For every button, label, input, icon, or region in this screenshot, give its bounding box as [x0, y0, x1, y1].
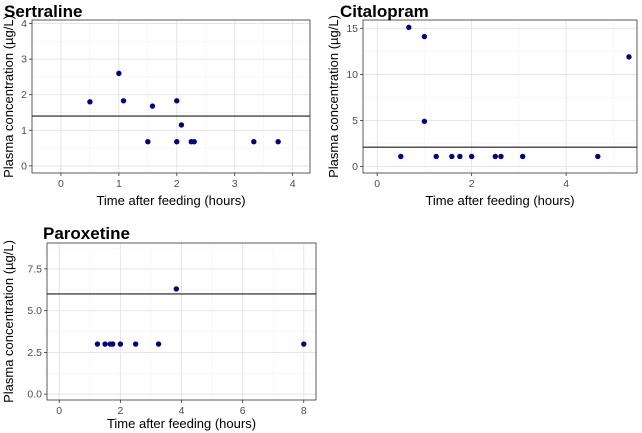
- y-tick-label: 0: [352, 161, 358, 173]
- y-tick-label: 3: [21, 54, 27, 66]
- data-point: [301, 341, 307, 347]
- y-tick-label: 2: [21, 89, 27, 101]
- x-tick-label: 4: [179, 405, 185, 417]
- data-point: [117, 341, 124, 347]
- data-point: [102, 341, 108, 347]
- y-tick-label: 1: [21, 125, 27, 137]
- x-axis-label: Time after feeding (hours): [107, 416, 256, 431]
- data-point: [149, 103, 156, 109]
- y-axis-label: Plasma concentration (µg/L): [1, 240, 16, 403]
- data-point: [173, 286, 180, 292]
- data-point: [421, 118, 428, 125]
- x-tick-label: 4: [563, 178, 569, 190]
- data-point: [132, 341, 139, 347]
- panel-title: Citalopram: [340, 2, 429, 21]
- x-tick-label: 0: [374, 178, 380, 190]
- x-tick-label: 2: [117, 405, 123, 417]
- y-axis-label: Plasma concentration (µg/L): [1, 15, 16, 178]
- x-tick-label: 1: [116, 178, 122, 190]
- data-point: [398, 153, 404, 160]
- y-axis-label: Plasma concentration (µg/L): [326, 15, 341, 178]
- x-axis-label: Time after feeding (hours): [425, 193, 574, 208]
- data-point: [492, 153, 498, 160]
- y-tick-label: 15: [346, 23, 358, 35]
- panel-title: Sertraline: [4, 2, 82, 21]
- data-point: [457, 153, 463, 160]
- paroxetine-panel: 0 2 4 6 8 0.0 2.5 5.0 7.5 Paroxetine Time after fe…: [1, 224, 317, 431]
- x-tick-label: 3: [232, 178, 238, 190]
- data-point: [155, 341, 162, 347]
- y-tick-label: 10: [346, 69, 358, 81]
- data-point: [174, 98, 180, 104]
- x-tick-label: 0: [58, 178, 64, 190]
- data-point: [110, 341, 116, 347]
- data-point: [421, 33, 428, 40]
- data-point: [519, 153, 526, 160]
- data-point: [449, 153, 455, 160]
- data-point: [626, 54, 632, 60]
- data-point: [191, 138, 197, 145]
- x-tick-label: 2: [469, 178, 475, 190]
- data-point: [433, 153, 439, 160]
- x-axis-label: Time after feeding (hours): [96, 193, 245, 208]
- y-tick-label: 0: [21, 160, 27, 172]
- y-tick-label: 0.0: [27, 389, 42, 401]
- y-tick-label: 7.5: [27, 263, 42, 275]
- data-point: [174, 138, 180, 145]
- data-point: [406, 24, 412, 31]
- x-tick-label: 8: [301, 405, 307, 417]
- data-point: [595, 153, 601, 160]
- data-point: [468, 153, 475, 160]
- data-point: [120, 98, 127, 104]
- x-tick-label: 2: [174, 178, 180, 190]
- y-tick-label: 2.5: [27, 347, 42, 359]
- data-point: [178, 122, 185, 128]
- data-point: [87, 99, 93, 105]
- data-point: [275, 138, 281, 145]
- data-point: [116, 70, 122, 77]
- y-tick-label: 5: [352, 115, 358, 127]
- panel-border: [31, 19, 311, 174]
- data-point: [145, 138, 151, 145]
- panel-border: [362, 19, 638, 174]
- y-tick-label: 5.0: [27, 305, 42, 317]
- data-point: [498, 153, 504, 160]
- citalopram-panel: 0 2 4 0 5 10 15 Citalopram Time after feeding (h…: [326, 2, 638, 208]
- x-tick-label: 6: [240, 405, 246, 417]
- y-tick-label: 4: [21, 18, 27, 30]
- x-tick-label: 4: [290, 178, 296, 190]
- data-point: [94, 341, 101, 347]
- x-tick-label: 0: [56, 405, 62, 417]
- data-point: [251, 138, 257, 145]
- panel-title: Paroxetine: [43, 224, 130, 243]
